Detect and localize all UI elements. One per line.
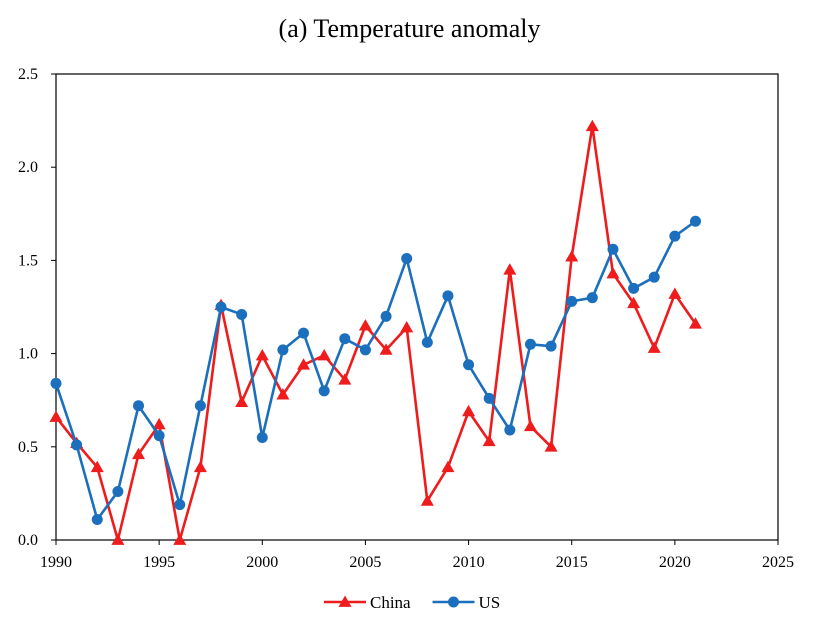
series-line-us [54, 220, 697, 521]
data-point-china [276, 388, 290, 400]
legend-item-us: US [432, 593, 501, 612]
data-point-china [627, 296, 641, 309]
data-point-china [255, 348, 269, 361]
y-tick-label: 1.5 [18, 252, 38, 269]
x-tick-label: 2005 [349, 554, 381, 571]
data-point-us [298, 327, 310, 339]
x-tick-label: 2025 [762, 554, 794, 571]
x-tick-label: 1995 [143, 554, 175, 571]
x-tick-label: 1990 [40, 554, 72, 571]
data-point-us [669, 230, 681, 242]
data-point-us [50, 377, 62, 389]
x-tick-label: 2000 [246, 554, 278, 571]
data-point-us [380, 310, 392, 322]
data-point-us [401, 253, 413, 265]
data-point-china [235, 395, 249, 407]
data-point-china [90, 460, 104, 473]
plot-area-frame [55, 73, 779, 541]
y-tick-label: 2.5 [18, 66, 38, 83]
chart-title: (a) Temperature anomaly [278, 14, 541, 43]
data-point-china [606, 266, 620, 279]
data-point-china [688, 317, 702, 329]
data-point-us [421, 336, 433, 348]
data-point-us [524, 338, 536, 350]
data-point-china [379, 343, 393, 355]
legend-item-china: China [324, 593, 411, 612]
data-point-us [586, 292, 598, 304]
data-point-us [545, 340, 557, 352]
data-point-us [153, 430, 165, 442]
legend-marker-china [338, 595, 352, 607]
data-point-china [338, 373, 352, 385]
data-point-us [112, 486, 124, 498]
data-point-china [400, 321, 414, 333]
data-point-china [317, 348, 331, 361]
data-point-us [463, 359, 475, 371]
data-point-china [585, 119, 599, 132]
x-tick-label: 2015 [556, 554, 588, 571]
series-china [49, 119, 702, 545]
data-point-china [358, 319, 372, 331]
data-point-china [647, 341, 661, 353]
data-point-us [339, 333, 351, 345]
data-point-china [49, 410, 63, 422]
x-tick-label: 2010 [453, 554, 485, 571]
data-point-us [359, 344, 371, 356]
x-tick-label: 2020 [659, 554, 691, 571]
data-point-us [483, 392, 495, 404]
axis-ticks: 0.0 0.5 1.0 1.5 2.0 2.5 1990 1995 2000 2005 2010 20… [18, 66, 794, 571]
data-point-china [503, 263, 517, 275]
legend-marker-us [448, 596, 459, 608]
y-tick-label: 0.5 [18, 439, 38, 456]
data-point-us [607, 243, 619, 255]
data-point-us [277, 344, 289, 356]
data-point-us [648, 271, 660, 283]
y-tick-label: 0.0 [18, 532, 38, 549]
y-tick-label: 2.0 [18, 159, 38, 176]
data-point-china [482, 434, 496, 447]
data-point-us [236, 308, 248, 320]
series-us [50, 215, 701, 525]
data-point-us [504, 424, 516, 436]
y-tick-label: 1.0 [18, 346, 38, 363]
data-point-us [442, 290, 454, 302]
data-point-us [91, 513, 103, 525]
data-point-us [689, 215, 701, 227]
data-point-us [71, 439, 83, 451]
data-point-us [215, 301, 227, 313]
legend-label-china: China [370, 593, 411, 612]
data-point-china [441, 460, 455, 473]
data-point-china [132, 447, 146, 460]
data-point-china [462, 404, 476, 417]
data-point-china [173, 533, 187, 545]
data-point-us [256, 431, 268, 443]
legend: China US [324, 593, 500, 612]
data-point-china [420, 494, 434, 506]
data-point-us [174, 499, 186, 511]
data-point-us [133, 400, 145, 412]
data-point-china [523, 419, 537, 432]
data-point-china [544, 440, 558, 452]
data-point-china [111, 533, 125, 545]
data-point-us [194, 400, 206, 412]
legend-label-us: US [479, 593, 501, 612]
data-point-us [628, 282, 640, 294]
data-point-china [668, 287, 682, 299]
data-point-china [152, 417, 166, 430]
data-point-us [318, 385, 330, 397]
series-layer [49, 119, 702, 545]
data-point-china [193, 460, 207, 473]
data-point-china [297, 358, 311, 370]
data-point-china [565, 250, 579, 262]
data-point-us [566, 295, 578, 307]
